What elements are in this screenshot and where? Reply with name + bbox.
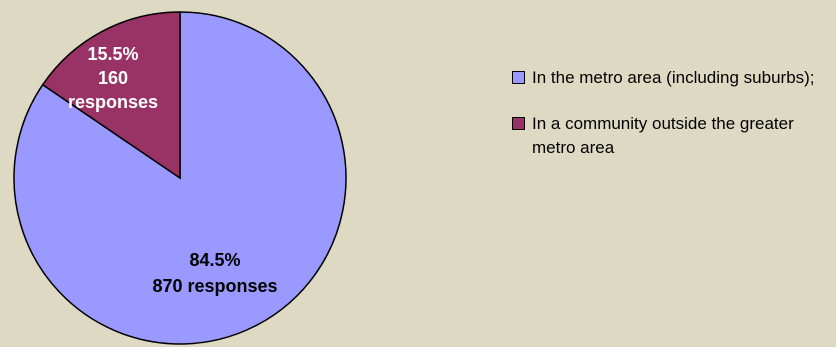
- legend-swatch-metro: [512, 71, 525, 84]
- legend-label-metro: In the metro area (including suburbs);: [532, 68, 815, 87]
- legend-swatch-outside: [512, 117, 525, 130]
- pie-label-outside: 15.5% 160 responses: [68, 44, 158, 112]
- pie-slice-outside: [41, 11, 181, 180]
- legend-item-metro: In the metro area (including suburbs);: [510, 66, 830, 90]
- legend-item-outside: In a community outside the greater metro…: [510, 112, 830, 160]
- legend: In the metro area (including suburbs); I…: [510, 66, 830, 182]
- pie-label-metro: 84.5% 870 responses: [152, 250, 277, 296]
- legend-label-outside: In a community outside the greater metro…: [532, 114, 794, 157]
